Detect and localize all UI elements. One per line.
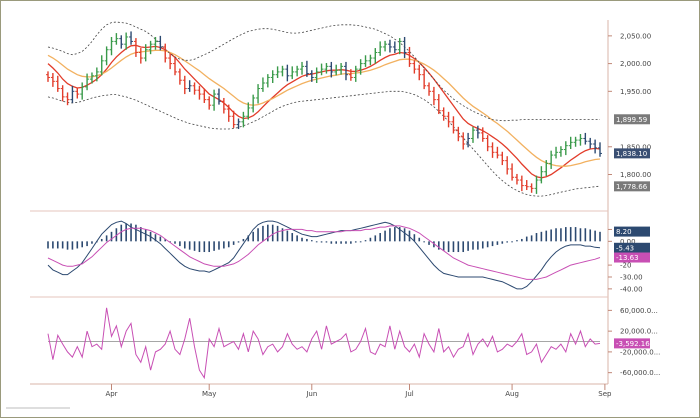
macd-line — [47, 220, 601, 290]
oscillator-line — [47, 307, 601, 380]
price-tick-label: 2,050.00 — [620, 32, 651, 40]
price-tick-label: 1,850.00 — [620, 143, 651, 151]
oscillator-oscillator-value-tag-label: -3,592.16 — [616, 340, 650, 348]
signal-line — [47, 225, 601, 280]
price-lower-band-tag — [614, 181, 650, 192]
price-tick-label: 1,800.00 — [620, 171, 651, 179]
month-label-jul: Jul — [404, 390, 414, 398]
month-label-may: May — [202, 390, 216, 398]
price-panel: 2,050.00 2,000.00 1,950.00 1,850.00 1,800.00… — [46, 21, 651, 197]
month-label-aug: Aug — [505, 390, 519, 398]
month-label-sep: Sep — [598, 390, 612, 398]
price-last-close-tag-label: 1,838.10 — [616, 150, 647, 158]
bollinger-lower-line — [47, 90, 601, 197]
macd-macd-value-tag — [614, 252, 650, 263]
macd-signal-value-tag-label: -5.43 — [616, 244, 634, 252]
oscillator-panel: 60,000.0... 20,000.0... -20,000.0... -60,00… — [47, 307, 660, 380]
oscillator-oscillator-value-tag — [614, 338, 650, 349]
macd-tick-label: -20 — [620, 262, 631, 270]
oscillator-tick-label: -60,000.0... — [620, 369, 660, 377]
oscillator-tick-label: 60,000.0... — [620, 307, 658, 315]
macd-tick-label: 0.00 — [620, 238, 636, 246]
bollinger-upper-line — [47, 21, 600, 122]
macd-histogram-value-tag-label: 8.20 — [616, 228, 632, 236]
price-upper-band-tag-label: 1,899.59 — [616, 116, 647, 124]
moving-average-short--line — [47, 44, 601, 179]
price-last-close-tag — [614, 148, 650, 159]
price-upper-band-tag — [614, 114, 650, 125]
price-tick-label: 2,000.00 — [620, 60, 651, 68]
oscillator-tick-label: -20,000.0... — [620, 348, 660, 356]
macd-tick-label: -40.00 — [620, 285, 643, 293]
macd-macd-value-tag-label: -13.63 — [616, 254, 639, 262]
macd-histogram-value-tag — [614, 226, 650, 237]
macd-signal-value-tag — [614, 242, 650, 253]
month-label-jun: Jun — [305, 390, 317, 398]
macd-panel: 100.00-20-30.00-40.008.20-5.43-13.63 — [47, 220, 650, 293]
macd-tick-label: -30.00 — [620, 273, 643, 281]
price-tick-label: 1,950.00 — [620, 88, 651, 96]
oscillator-tick-label: 20,000.0... — [620, 328, 658, 336]
axis-labels: Apr May Jun Jul Aug Sep — [105, 384, 612, 398]
month-label-apr: Apr — [105, 390, 117, 398]
price-lower-band-tag-label: 1,778.66 — [616, 183, 648, 191]
